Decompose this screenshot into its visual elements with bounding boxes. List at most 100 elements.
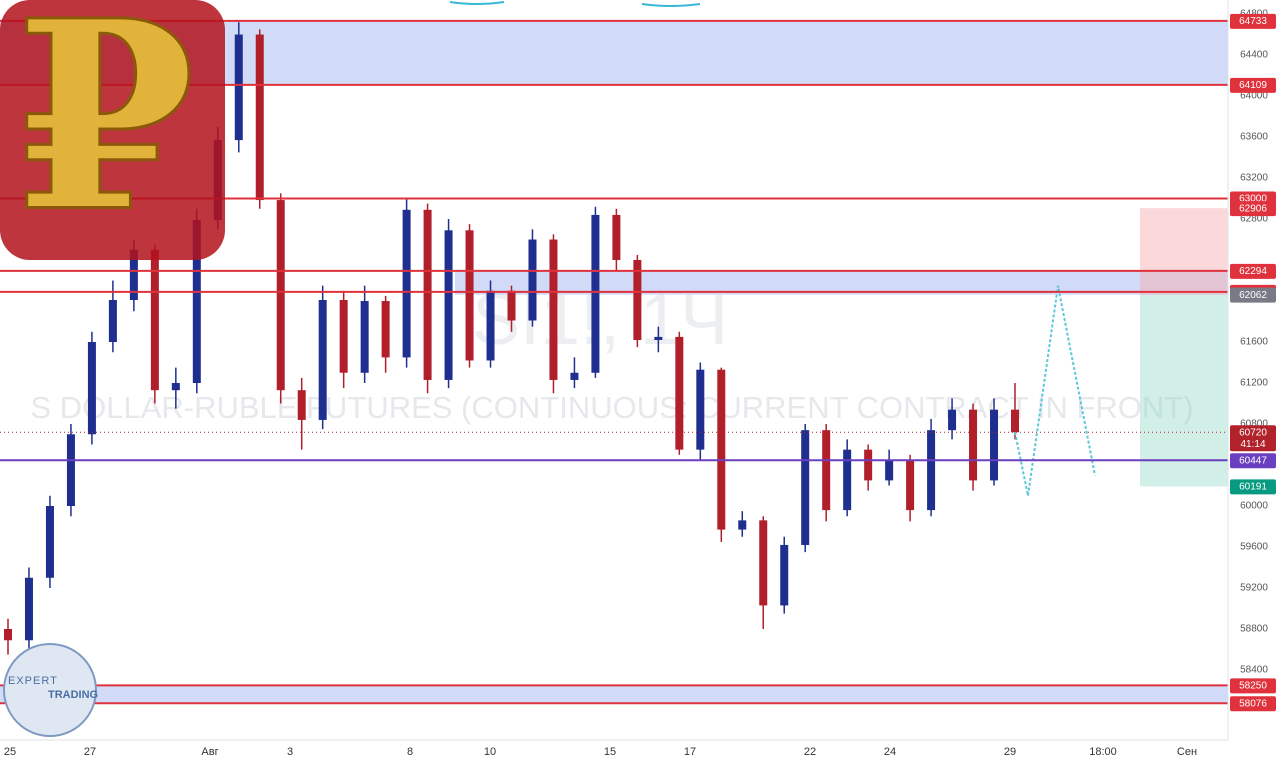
candle-body xyxy=(4,629,12,641)
candle-body xyxy=(24,577,33,641)
price-label-bg xyxy=(1230,201,1276,217)
x-tick-label: 25 xyxy=(4,746,16,758)
projection xyxy=(1014,285,1096,496)
candle-body xyxy=(402,209,411,358)
x-tick-label: Сен xyxy=(1177,746,1197,758)
candle-body xyxy=(255,34,264,201)
x-tick-label: 17 xyxy=(684,746,696,758)
candle-body xyxy=(801,430,810,545)
candle-body xyxy=(87,342,96,435)
y-tick-label: 61600 xyxy=(1240,337,1268,348)
candle-body xyxy=(990,409,999,481)
price-label-bg xyxy=(1230,263,1276,279)
candle-body xyxy=(591,214,600,373)
y-tick-label: 60800 xyxy=(1240,419,1268,430)
x-tick-label: 22 xyxy=(804,746,816,758)
candle-body xyxy=(276,200,285,391)
candle-body xyxy=(381,301,390,358)
y-tick-label: 59200 xyxy=(1240,583,1268,594)
candle-body xyxy=(150,249,159,391)
x-tick-label: 8 xyxy=(407,746,413,758)
y-tick-label: 58800 xyxy=(1240,624,1268,635)
price-label-bg xyxy=(1230,287,1276,303)
candle-body xyxy=(192,220,201,384)
brand-word: TRADING xyxy=(48,689,98,701)
price-label: 64733 xyxy=(1239,16,1267,27)
candle-body xyxy=(927,430,936,511)
x-tick-label: 29 xyxy=(1004,746,1016,758)
y-tick-label: 63600 xyxy=(1240,132,1268,143)
candle-body xyxy=(969,409,978,481)
candle-body xyxy=(780,544,789,606)
candle-body xyxy=(612,214,621,261)
candle-body xyxy=(843,449,852,511)
price-label: 64109 xyxy=(1239,80,1267,91)
candle-body xyxy=(717,369,726,530)
candle-body xyxy=(108,299,117,343)
price-label-bg xyxy=(1230,678,1276,694)
candle-body xyxy=(360,301,369,373)
price-label: 60447 xyxy=(1239,455,1267,466)
price-label-bg xyxy=(1230,479,1276,495)
candle-body xyxy=(465,230,474,361)
price-label: 58076 xyxy=(1239,698,1267,709)
x-tick-label: 24 xyxy=(884,746,896,758)
candle-body xyxy=(45,506,54,578)
candle-body xyxy=(423,209,432,380)
y-tick-label: 64000 xyxy=(1240,91,1268,102)
ruble-sign: ₽ xyxy=(15,0,196,269)
candle-body xyxy=(906,459,915,511)
candle-body xyxy=(633,260,642,340)
price-label: 63000 xyxy=(1239,194,1267,205)
brand-logo: EXPERT TRADING xyxy=(3,643,98,737)
price-label-bg xyxy=(1230,77,1276,93)
drawing-fragment xyxy=(449,1,701,7)
x-tick-label: 27 xyxy=(84,746,96,758)
price-label: 60720 xyxy=(1239,427,1267,438)
price-label: 62062 xyxy=(1239,290,1267,301)
candle-body xyxy=(822,430,831,511)
x-tick-label: 15 xyxy=(604,746,616,758)
ruble-logo: ₽ xyxy=(0,0,225,271)
zone xyxy=(455,270,1228,295)
price-label: 62294 xyxy=(1239,266,1267,277)
candle-body xyxy=(1011,409,1019,433)
y-tick-label: 64400 xyxy=(1240,50,1268,61)
y-tick-label: 60000 xyxy=(1240,501,1268,512)
candle-body xyxy=(654,336,663,340)
candle-body xyxy=(738,520,747,530)
candle-body xyxy=(297,390,306,420)
price-label: 60191 xyxy=(1239,482,1267,493)
candle-body xyxy=(444,230,453,380)
price-label: 58250 xyxy=(1239,681,1267,692)
candle-body xyxy=(339,299,348,373)
y-tick-label: 58400 xyxy=(1240,665,1268,676)
candle-body xyxy=(234,34,243,141)
candle-body xyxy=(885,459,894,481)
price-label: 62906 xyxy=(1239,203,1267,214)
brand-word: EXPERT xyxy=(8,675,58,687)
price-label-bg xyxy=(1230,13,1276,29)
candle-body xyxy=(948,409,957,431)
candle-body xyxy=(570,372,579,380)
y-tick-label: 63200 xyxy=(1240,173,1268,184)
y-tick-label: 62800 xyxy=(1240,214,1268,225)
x-tick-label: 3 xyxy=(287,746,293,758)
y-tick-label: 61200 xyxy=(1240,378,1268,389)
candle-body xyxy=(696,369,705,450)
candle-body xyxy=(864,449,873,481)
x-tick-label: 10 xyxy=(484,746,496,758)
position-stop xyxy=(1140,208,1228,295)
candle-body xyxy=(759,520,768,606)
price-label-bg xyxy=(1230,425,1276,452)
x-tick-label: 18:00 xyxy=(1089,746,1117,758)
countdown: 41:14 xyxy=(1240,439,1265,450)
zone xyxy=(0,685,1228,704)
candle-body xyxy=(318,299,327,420)
candle-body xyxy=(129,249,138,300)
candle-body xyxy=(507,290,516,321)
candle-body xyxy=(66,434,75,507)
y-tick-label: 59600 xyxy=(1240,542,1268,553)
watermark-description: S DOLLAR-RUBLE FUTURES (CONTINUOUS: CURR… xyxy=(30,390,1193,425)
